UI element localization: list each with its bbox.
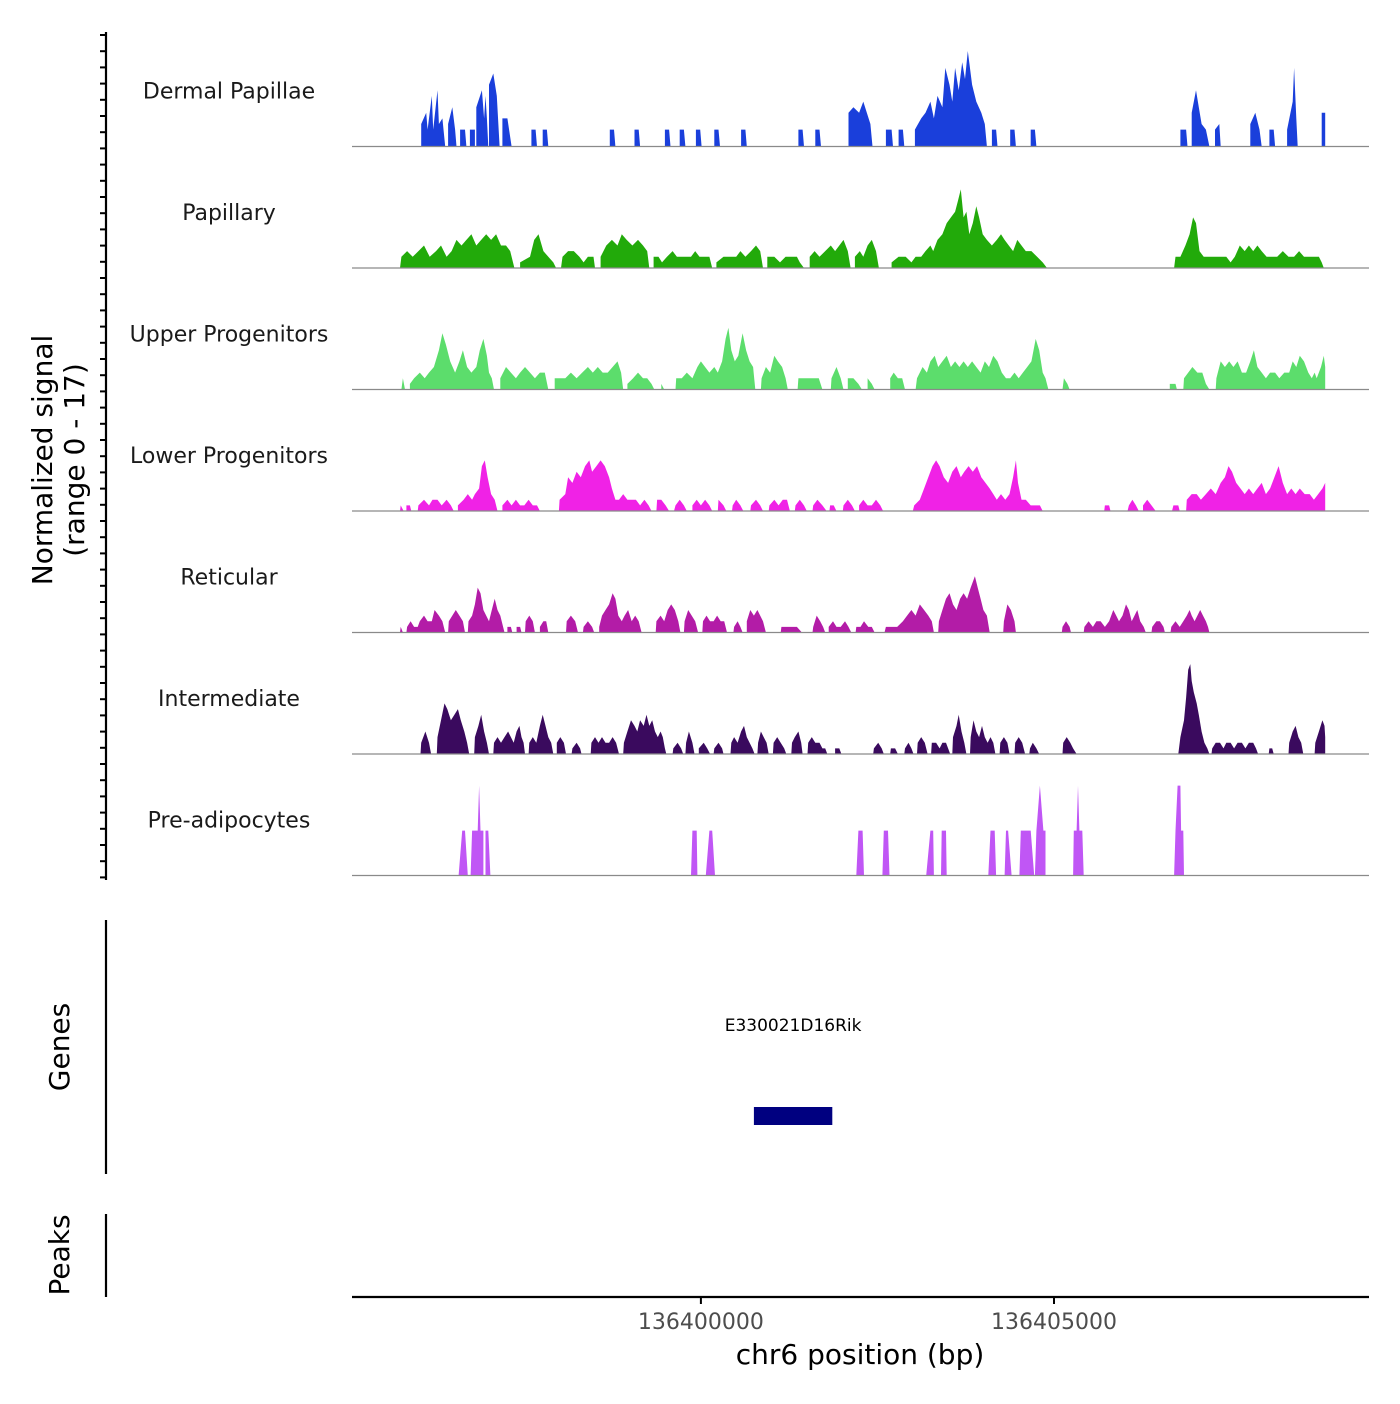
track-label: Lower Progenitors [130, 444, 328, 469]
track-signal-area [400, 460, 1326, 511]
x-axis-tick-label: 136400000 [638, 1310, 764, 1335]
gene-strand-arrow [757, 1107, 763, 1125]
track-lower-progenitors: Lower Progenitors [130, 444, 1369, 512]
track-dermal-papillae: Dermal Papillae [143, 51, 1369, 148]
track-signal-area [420, 664, 1326, 754]
peaks-panel-label: Peaks [43, 1214, 76, 1295]
gene-strand-arrow [773, 1107, 779, 1125]
track-papillary: Papillary [182, 189, 1369, 269]
track-reticular: Reticular [180, 566, 1369, 634]
gene-strand-arrow [821, 1107, 827, 1125]
track-label: Papillary [182, 201, 276, 226]
track-intermediate: Intermediate [158, 664, 1369, 755]
y-axis-label-line1: Normalized signal [26, 335, 59, 586]
signal-tracks: Dermal Papillae Papillary Upper Progenitor… [130, 51, 1369, 877]
signal-panel-axis-ticks [100, 34, 106, 879]
genes-panel-label: Genes [43, 1003, 76, 1091]
track-pre-adipocytes: Pre-adipocytes [148, 785, 1369, 877]
track-label: Reticular [180, 566, 278, 591]
gene-strand-arrow [805, 1107, 811, 1125]
track-signal-area [400, 189, 1324, 268]
track-label: Upper Progenitors [130, 323, 329, 348]
y-axis-label-line2: (range 0 - 17) [58, 363, 91, 557]
track-signal-area [458, 785, 1185, 876]
x-axis-label: chr6 position (bp) [736, 1338, 985, 1371]
x-axis-ticks: 136400000 136405000 [638, 1297, 1117, 1335]
track-label: Dermal Papillae [143, 80, 315, 105]
track-signal-area [401, 327, 1326, 390]
x-axis-tick-label: 136405000 [991, 1310, 1117, 1335]
track-upper-progenitors: Upper Progenitors [130, 323, 1369, 391]
track-signal-area [400, 576, 1210, 633]
track-label: Intermediate [158, 687, 300, 712]
track-label: Pre-adipocytes [148, 809, 311, 834]
gene-strand-arrow [789, 1107, 795, 1125]
gene-label: E330021D16Rik [725, 1016, 862, 1036]
gene-model [753, 1107, 833, 1125]
